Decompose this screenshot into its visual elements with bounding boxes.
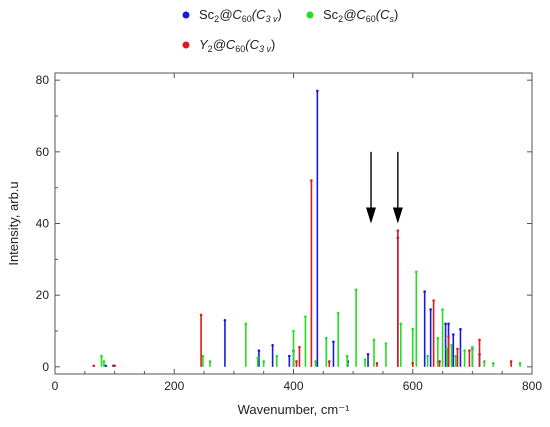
stick-tip — [478, 338, 481, 342]
stick-tip — [113, 364, 116, 368]
stick-tip — [292, 329, 295, 333]
stick-tip — [491, 361, 495, 365]
stick-tip — [459, 327, 462, 331]
y-tick-label: 60 — [36, 145, 50, 159]
x-tick-label: 200 — [164, 379, 184, 393]
stick-tip — [199, 313, 203, 317]
stick-tip — [244, 322, 248, 326]
stick-tip — [262, 360, 265, 363]
stick-tip — [275, 354, 279, 358]
stick-tip — [456, 347, 459, 351]
arrow-head — [392, 207, 403, 224]
stick-tip — [354, 288, 358, 292]
stick-tip — [432, 299, 435, 302]
stick-tip — [223, 318, 227, 322]
stick-tip — [295, 360, 298, 363]
stick-tip — [483, 360, 486, 363]
stick-tip — [345, 354, 349, 358]
stick-tip — [411, 361, 415, 365]
stick-tip — [363, 358, 367, 361]
series-1 — [100, 270, 522, 367]
stick-tip — [375, 361, 379, 365]
stick-tip — [366, 352, 370, 356]
stick-tip — [396, 229, 400, 232]
stick-tip — [102, 360, 106, 363]
legend-entry: Y2@C60(C3 v) — [199, 37, 275, 54]
plot-area — [92, 89, 522, 368]
legend-marker — [306, 11, 314, 19]
stick-tip — [372, 338, 376, 342]
stick-tip — [104, 364, 107, 368]
x-tick-label: 400 — [283, 379, 303, 393]
stick-tip — [384, 342, 388, 345]
y-tick-label: 20 — [36, 288, 50, 302]
stick-tip — [411, 327, 415, 331]
stick-tip — [441, 308, 444, 311]
stick-tip — [423, 290, 426, 293]
legend-marker — [182, 41, 190, 49]
stick-tip — [332, 340, 335, 344]
stick-tip — [298, 345, 301, 349]
x-tick-label: 800 — [522, 379, 542, 393]
stick-tip — [316, 89, 319, 93]
x-tick-label: 600 — [403, 379, 423, 393]
x-axis: 0 200 400 600 800 — [52, 73, 542, 393]
stick-tip — [304, 315, 307, 318]
stick-tip — [447, 322, 450, 326]
y-axis-title: Intensity, arb.u — [6, 181, 21, 265]
stick-tip — [463, 349, 466, 353]
stick-tip — [436, 336, 440, 340]
y-tick-label: 0 — [42, 360, 49, 374]
series-2 — [92, 179, 513, 368]
stick-tip — [399, 322, 403, 326]
legend-marker — [182, 11, 190, 19]
stick-tip — [201, 354, 205, 358]
stick-tip — [208, 360, 212, 363]
stick-tip — [444, 322, 447, 326]
stick-tip — [288, 354, 291, 358]
stick-tip — [450, 344, 453, 347]
stick-tip — [468, 349, 471, 353]
stick-tip — [438, 360, 441, 363]
stick-tip — [445, 347, 449, 351]
stick-tip — [429, 308, 432, 311]
series-0 — [104, 89, 481, 368]
stick-tip — [415, 270, 418, 274]
stick-tip — [92, 364, 96, 368]
x-axis-title: Wavenumber, cm⁻¹ — [238, 402, 351, 417]
x-tick-label: 0 — [52, 379, 59, 393]
stick-tip — [336, 311, 340, 315]
stick-tip — [314, 360, 317, 363]
stick-tip — [447, 335, 450, 338]
arrow-head — [366, 207, 377, 224]
y-tick-label: 80 — [36, 73, 50, 87]
stick-tip — [271, 344, 274, 347]
stick-tip — [100, 354, 103, 358]
stick-tip — [451, 333, 455, 336]
stick-tip — [509, 360, 513, 363]
stick-tip — [257, 349, 261, 353]
stick-tip — [426, 354, 429, 358]
stick-tip — [454, 354, 457, 358]
y-tick-label: 40 — [36, 217, 50, 231]
legend-entry: Sc2@C60(C3 v) — [199, 7, 282, 24]
legend-entry: Sc2@C60(Cs) — [323, 7, 398, 24]
stick-tip — [256, 356, 260, 360]
stick-tip — [324, 336, 328, 340]
y-axis: 0 20 40 60 80 — [36, 73, 532, 374]
legend: Sc2@C60(C3 v) Sc2@C60(Cs) Y2@C60(C3 v) — [182, 7, 398, 54]
stick-tip — [518, 361, 522, 365]
stick-tip — [327, 360, 331, 363]
stick-tip — [471, 345, 474, 349]
annotations — [366, 151, 403, 224]
stick-tip — [310, 179, 313, 182]
